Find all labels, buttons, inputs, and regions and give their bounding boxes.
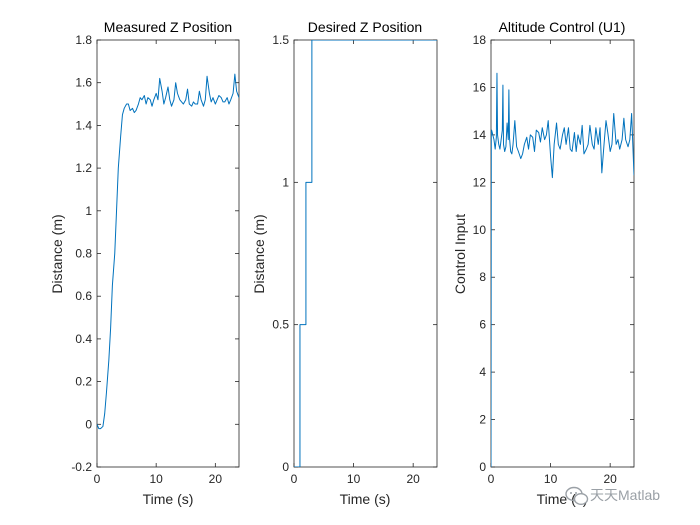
plot-title: Desired Z Position [308,19,422,35]
y-tick-label: 1 [282,175,289,189]
x-tick-label: 0 [488,472,495,486]
y-tick-label: 0.4 [75,332,92,346]
plot-title: Measured Z Position [104,19,232,35]
y-tick-label: 0.6 [75,289,92,303]
watermark-text: 天天Matlab [590,487,660,503]
x-tick-label: 20 [209,472,223,486]
x-tick-label: 20 [406,472,420,486]
series-line-U1 [491,72,634,467]
y-tick-label: 6 [479,318,486,332]
y-tick-label: 0.2 [75,375,92,389]
y-tick-label: 0 [479,460,486,474]
plot-title: Altitude Control (U1) [499,19,626,35]
y-tick-label: 0 [85,417,92,431]
y-axis-label: Distance (m) [49,214,65,293]
y-tick-label: 1 [85,204,92,218]
wechat-icon [565,486,589,506]
axes-box [490,39,635,468]
y-tick-label: 1.2 [75,161,92,175]
y-tick-label: 4 [479,365,486,379]
y-tick-label: 0.8 [75,247,92,261]
y-tick-label: 16 [473,80,487,94]
x-tick-label: 0 [94,472,101,486]
y-tick-label: 10 [473,223,487,237]
x-axis-label: Time (s) [537,491,588,507]
x-tick-label: 20 [603,472,617,486]
axes-box [96,39,240,468]
x-tick-label: 10 [347,472,361,486]
series-line-z_desired [294,40,437,467]
y-tick-label: 14 [473,128,487,142]
x-axis-label: Time (s) [143,491,194,507]
desired-z-position-plot: Desired Z Position Time (s) Distance (m)… [251,19,438,507]
y-tick-label: 12 [473,175,487,189]
measured-z-position-plot: Measured Z Position Time (s) Distance (m… [49,19,240,507]
y-tick-label: 18 [473,33,487,47]
y-tick-label: 2 [479,413,486,427]
y-tick-label: 1.8 [75,33,92,47]
axes-box [293,39,438,468]
x-tick-label: 0 [291,472,298,486]
x-tick-label: 10 [544,472,558,486]
y-tick-label: 0.5 [272,318,289,332]
x-axis-label: Time (s) [340,491,391,507]
altitude-control-plot: Altitude Control (U1) Time (s) Control I… [452,19,635,507]
watermark: 天天Matlab [565,486,660,506]
y-tick-label: 8 [479,270,486,284]
series-line-z [97,73,239,430]
y-axis-label: Control Input [452,214,468,294]
y-tick-label: -0.2 [71,460,92,474]
y-axis-label: Distance (m) [251,214,267,293]
x-tick-label: 10 [149,472,163,486]
y-tick-label: 0 [282,460,289,474]
y-tick-label: 1.5 [272,33,289,47]
y-tick-label: 1.4 [75,118,92,132]
y-tick-label: 1.6 [75,76,92,90]
